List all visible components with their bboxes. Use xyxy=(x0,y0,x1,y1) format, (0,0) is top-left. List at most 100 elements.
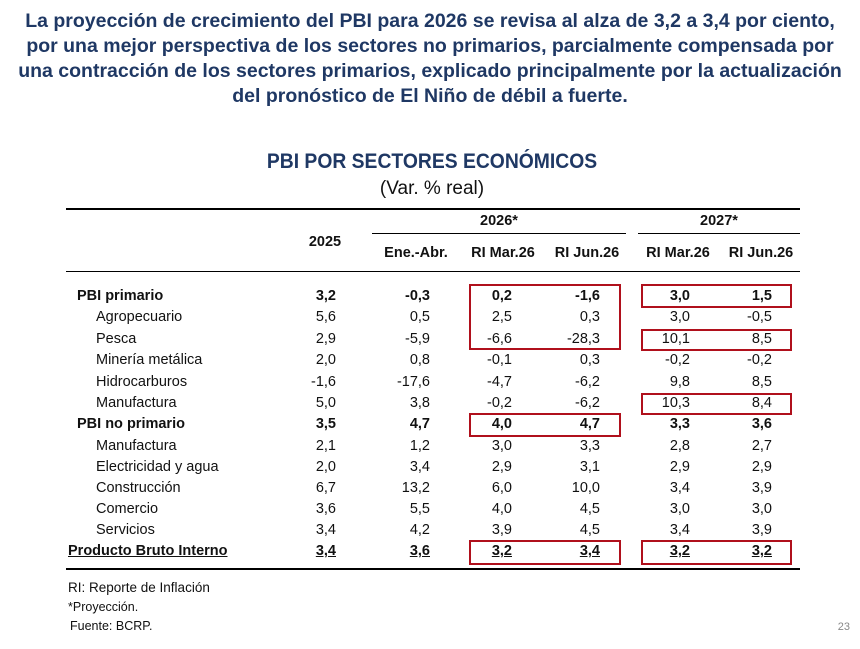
cell-value: 3,8 xyxy=(409,395,430,411)
cell-value: 3,3 xyxy=(579,438,600,454)
cell-value: 3,2 xyxy=(669,543,690,559)
cell-value: -0,1 xyxy=(487,352,512,368)
cell-value: 2,8 xyxy=(669,438,690,454)
cell-value: -6,6 xyxy=(487,331,512,347)
cell-value: 0,2 xyxy=(491,288,512,304)
row-label: Manufactura xyxy=(96,395,177,411)
cell-value: 3,4 xyxy=(579,543,600,559)
cell-value: 2,1 xyxy=(315,438,336,454)
cell-value: 2,9 xyxy=(751,459,772,475)
cell-value: 3,3 xyxy=(669,416,690,432)
page-number: 23 xyxy=(837,621,850,633)
header-ri-jun-2027: RI Jun.26 xyxy=(728,245,794,261)
row-label: Electricidad y agua xyxy=(96,459,219,475)
table-row: Pesca 2,9 -5,9 -6,6 -28,3 10,1 8,5 xyxy=(0,329,860,350)
cell-value: 3,4 xyxy=(315,543,336,559)
cell-value: -0,3 xyxy=(405,288,430,304)
highlight-box-2027-primario xyxy=(641,284,792,308)
cell-value: 2,0 xyxy=(315,352,336,368)
cell-value: 4,5 xyxy=(579,501,600,517)
cell-value: 2,7 xyxy=(751,438,772,454)
highlight-box-2026-primario xyxy=(469,284,621,350)
cell-value: 3,2 xyxy=(491,543,512,559)
cell-value: 4,7 xyxy=(579,416,600,432)
cell-value: 3,1 xyxy=(579,459,600,475)
cell-value: -17,6 xyxy=(396,374,430,390)
header-ri-jun-2026: RI Jun.26 xyxy=(554,245,620,261)
cell-value: -28,3 xyxy=(566,331,600,347)
highlight-box-2027-pesca xyxy=(641,329,792,351)
header-ene-abr: Ene.-Abr. xyxy=(384,245,448,261)
cell-value: -4,7 xyxy=(487,374,512,390)
cell-value: 8,5 xyxy=(751,374,772,390)
row-label: Manufactura xyxy=(96,438,177,454)
cell-value: 3,5 xyxy=(315,416,336,432)
cell-value: 0,3 xyxy=(579,352,600,368)
cell-value: 4,0 xyxy=(491,501,512,517)
cell-value: 3,9 xyxy=(751,522,772,538)
cell-value: 9,8 xyxy=(669,374,690,390)
footnote-fuente: Fuente: BCRP. xyxy=(70,619,153,633)
row-label: PBI no primario xyxy=(77,416,185,432)
cell-value: 3,9 xyxy=(751,480,772,496)
cell-value: 5,0 xyxy=(315,395,336,411)
cell-value: 1,5 xyxy=(751,288,772,304)
cell-value: 3,9 xyxy=(491,522,512,538)
cell-value: 3,6 xyxy=(751,416,772,432)
table-bottom-rule xyxy=(66,568,800,570)
row-label: Minería metálica xyxy=(96,352,203,368)
footnote-proyeccion: *Proyección. xyxy=(68,600,139,614)
cell-value: 3,0 xyxy=(669,288,690,304)
cell-value: 13,2 xyxy=(401,480,430,496)
cell-value: 3,4 xyxy=(315,522,336,538)
cell-value: 2,9 xyxy=(491,459,512,475)
row-label: Agropecuario xyxy=(96,309,183,325)
table-subtitle: (Var. % real) xyxy=(379,178,485,199)
cell-value: 3,0 xyxy=(669,309,690,325)
header-2025: 2025 xyxy=(308,234,342,250)
cell-value: 3,6 xyxy=(409,543,430,559)
table-row: Agropecuario 5,6 0,5 2,5 0,3 3,0 -0,5 xyxy=(0,307,860,328)
cell-value: 3,0 xyxy=(491,438,512,454)
table-row: PBI primario 3,2 -0,3 0,2 -1,6 3,0 1,5 xyxy=(0,286,860,307)
cell-value: 3,4 xyxy=(409,459,430,475)
cell-value: 4,2 xyxy=(409,522,430,538)
cell-value: 4,7 xyxy=(409,416,430,432)
headline: La proyección de crecimiento del PBI par… xyxy=(18,10,842,107)
header-2027: 2027* xyxy=(700,213,738,229)
cell-value: 5,6 xyxy=(315,309,336,325)
cell-value: 10,1 xyxy=(661,331,690,347)
cell-value: 2,9 xyxy=(315,331,336,347)
cell-value: 4,0 xyxy=(491,416,512,432)
row-label: Comercio xyxy=(96,501,159,517)
table-row: Minería metálica 2,0 0,8 -0,1 0,3 -0,2 -… xyxy=(0,350,860,371)
table-title: PBI POR SECTORES ECONÓMICOS xyxy=(266,150,598,173)
cell-value: -0,2 xyxy=(665,352,690,368)
cell-value: 0,3 xyxy=(579,309,600,325)
cell-value: 3,2 xyxy=(315,288,336,304)
row-label: Servicios xyxy=(96,522,155,538)
cell-value: -1,6 xyxy=(311,374,336,390)
cell-value: -6,2 xyxy=(575,374,600,390)
row-label: Construcción xyxy=(96,480,181,496)
table-row: PBI no primario 3,5 4,7 4,0 4,7 3,3 3,6 xyxy=(0,414,860,435)
cell-value: -0,2 xyxy=(747,352,772,368)
highlight-box-2026-no-primario xyxy=(469,413,621,437)
cell-value: 10,0 xyxy=(571,480,600,496)
table-row: Hidrocarburos -1,6 -17,6 -4,7 -6,2 9,8 8… xyxy=(0,372,860,393)
table-row: Electricidad y agua 2,0 3,4 2,9 3,1 2,9 … xyxy=(0,457,860,478)
row-label: Pesca xyxy=(96,331,137,347)
footnote-ri: RI: Reporte de Inflación xyxy=(68,580,210,595)
cell-value: 6,7 xyxy=(315,480,336,496)
rule-2027-group xyxy=(638,233,800,234)
cell-value: 2,9 xyxy=(669,459,690,475)
row-label: Hidrocarburos xyxy=(96,374,188,390)
cell-value: -0,2 xyxy=(487,395,512,411)
table-row: Comercio 3,6 5,5 4,0 4,5 3,0 3,0 xyxy=(0,499,860,520)
cell-value: 0,5 xyxy=(409,309,430,325)
row-label: PBI primario xyxy=(77,288,164,304)
cell-value: 3,4 xyxy=(669,480,690,496)
table-row-total: Producto Bruto Interno 3,4 3,6 3,2 3,4 3… xyxy=(0,541,860,562)
cell-value: 5,5 xyxy=(409,501,430,517)
table-row: Manufactura 5,0 3,8 -0,2 -6,2 10,3 8,4 xyxy=(0,393,860,414)
